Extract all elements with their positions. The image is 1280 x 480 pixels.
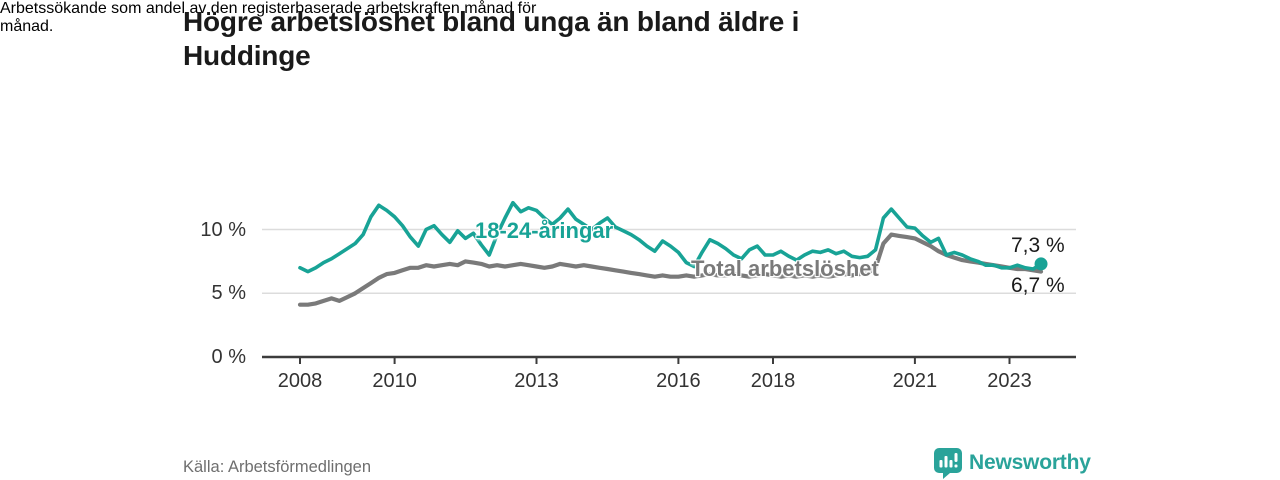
subtitle-line-2: månad. — [0, 18, 54, 35]
series-line-youth — [298, 200, 1043, 274]
series-line-total — [297, 232, 1044, 307]
x-tick-label: 2013 — [514, 370, 559, 392]
series-lines — [297, 200, 1048, 307]
newsworthy-bubble-chart-icon — [934, 447, 962, 479]
x-tick-label: 2010 — [372, 370, 417, 392]
source-note: Källa: Arbetsförmedlingen — [183, 458, 372, 476]
end-value-total: 6,7 % — [1011, 274, 1065, 297]
series-label-total: Total arbetslöshet — [691, 256, 879, 281]
newsworthy-wordmark: Newsworthy — [969, 451, 1091, 474]
title-line-1: Högre arbetslöshet bland unga än bland ä… — [183, 6, 800, 37]
x-axis — [262, 355, 1076, 364]
page-title: Högre arbetslöshet bland unga än bland ä… — [183, 5, 1043, 73]
end-value-youth: 7,3 % — [1011, 234, 1065, 257]
y-tick-label: 5 % — [211, 282, 246, 305]
y-tick-label: 0 % — [211, 346, 246, 368]
x-tick-label: 2021 — [892, 370, 938, 392]
title-line-2: Huddinge — [183, 40, 311, 71]
subtitle-line-1: Arbetssökande som andel av den registerb… — [0, 0, 537, 17]
x-tick-label: 2018 — [750, 370, 796, 392]
gridlines — [262, 228, 1076, 295]
y-tick-label: 10 % — [200, 218, 246, 241]
x-tick-label: 2008 — [277, 370, 323, 392]
x-tick-label: 2023 — [987, 370, 1032, 392]
newsworthy-logo[interactable]: Newsworthy — [934, 447, 1091, 479]
series-label-youth: 18-24-åringar — [475, 218, 614, 243]
series-end-dot — [1034, 257, 1048, 271]
x-tick-label: 2016 — [656, 370, 701, 392]
